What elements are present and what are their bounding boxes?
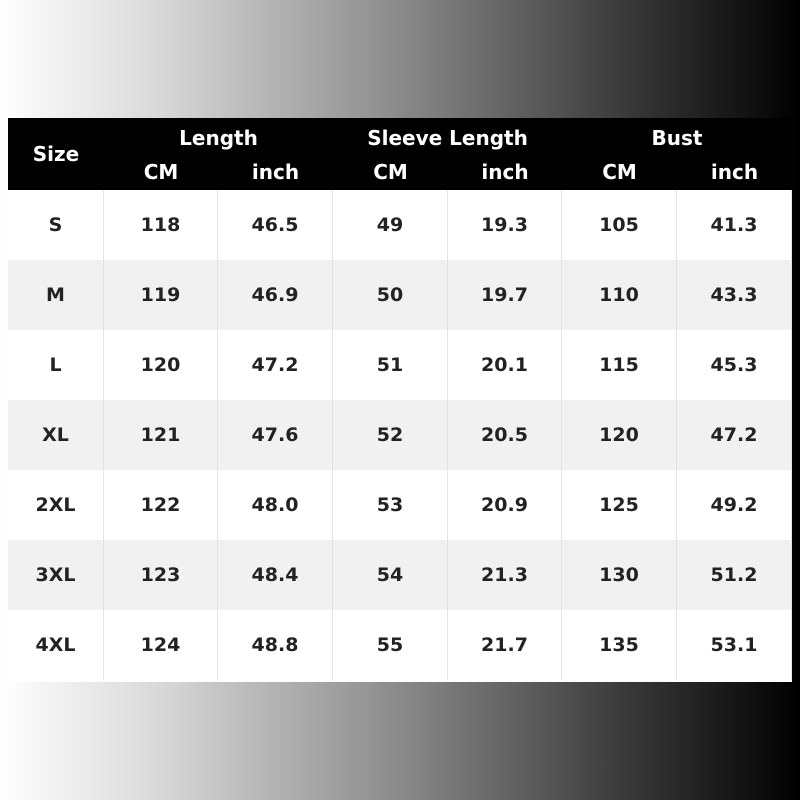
unit-header: CM xyxy=(373,160,408,184)
value-cell: 53.1 xyxy=(677,610,792,680)
value-cell: 124 xyxy=(104,610,218,680)
unit-header: inch xyxy=(481,160,529,184)
value-cell: 20.9 xyxy=(448,470,562,540)
value-cell: 49.2 xyxy=(677,470,792,540)
value-cell: 47.6 xyxy=(218,400,333,470)
size-cell: S xyxy=(8,190,104,260)
value-cell: 52 xyxy=(333,400,448,470)
unit-header: CM xyxy=(602,160,637,184)
table-row: 4XL 124 48.8 55 21.7 135 53.1 xyxy=(8,610,792,680)
value-cell: 48.8 xyxy=(218,610,333,680)
value-cell: 120 xyxy=(104,330,218,400)
value-cell: 119 xyxy=(104,260,218,330)
size-cell: L xyxy=(8,330,104,400)
table-row: XL 121 47.6 52 20.5 120 47.2 xyxy=(8,400,792,470)
table-row: L 120 47.2 51 20.1 115 45.3 xyxy=(8,330,792,400)
table-row: 3XL 123 48.4 54 21.3 130 51.2 xyxy=(8,540,792,610)
value-cell: 130 xyxy=(562,540,677,610)
value-cell: 50 xyxy=(333,260,448,330)
value-cell: 115 xyxy=(562,330,677,400)
corner-header: Size xyxy=(32,142,80,166)
value-cell: 46.5 xyxy=(218,190,333,260)
size-cell: 2XL xyxy=(8,470,104,540)
value-cell: 46.9 xyxy=(218,260,333,330)
value-cell: 45.3 xyxy=(677,330,792,400)
size-cell: M xyxy=(8,260,104,330)
value-cell: 120 xyxy=(562,400,677,470)
value-cell: 48.0 xyxy=(218,470,333,540)
unit-header: CM xyxy=(143,160,179,184)
value-cell: 51 xyxy=(333,330,448,400)
value-cell: 19.3 xyxy=(448,190,562,260)
value-cell: 122 xyxy=(104,470,218,540)
value-cell: 54 xyxy=(333,540,448,610)
value-cell: 47.2 xyxy=(218,330,333,400)
group-header: Length xyxy=(179,126,258,150)
value-cell: 19.7 xyxy=(448,260,562,330)
value-cell: 47.2 xyxy=(677,400,792,470)
value-cell: 110 xyxy=(562,260,677,330)
value-cell: 41.3 xyxy=(677,190,792,260)
table-header: Size Length Sleeve Length Bust CM inch CM inch C… xyxy=(8,118,792,190)
value-cell: 48.4 xyxy=(218,540,333,610)
size-cell: 4XL xyxy=(8,610,104,680)
value-cell: 118 xyxy=(104,190,218,260)
size-cell: 3XL xyxy=(8,540,104,610)
value-cell: 21.7 xyxy=(448,610,562,680)
value-cell: 121 xyxy=(104,400,218,470)
unit-header: inch xyxy=(251,160,300,184)
group-header: Sleeve Length xyxy=(367,126,528,150)
value-cell: 20.5 xyxy=(448,400,562,470)
value-cell: 105 xyxy=(562,190,677,260)
group-header: Bust xyxy=(651,126,703,150)
value-cell: 21.3 xyxy=(448,540,562,610)
value-cell: 53 xyxy=(333,470,448,540)
value-cell: 43.3 xyxy=(677,260,792,330)
value-cell: 55 xyxy=(333,610,448,680)
value-cell: 20.1 xyxy=(448,330,562,400)
value-cell: 49 xyxy=(333,190,448,260)
table-row: M 119 46.9 50 19.7 110 43.3 xyxy=(8,260,792,330)
table-row: S 118 46.5 49 19.3 105 41.3 xyxy=(8,190,792,260)
size-table: Size Length Sleeve Length Bust CM inch CM inch C… xyxy=(8,118,792,682)
table-row: 2XL 122 48.0 53 20.9 125 49.2 xyxy=(8,470,792,540)
value-cell: 51.2 xyxy=(677,540,792,610)
size-cell: XL xyxy=(8,400,104,470)
value-cell: 135 xyxy=(562,610,677,680)
value-cell: 125 xyxy=(562,470,677,540)
value-cell: 123 xyxy=(104,540,218,610)
unit-header: inch xyxy=(710,160,759,184)
